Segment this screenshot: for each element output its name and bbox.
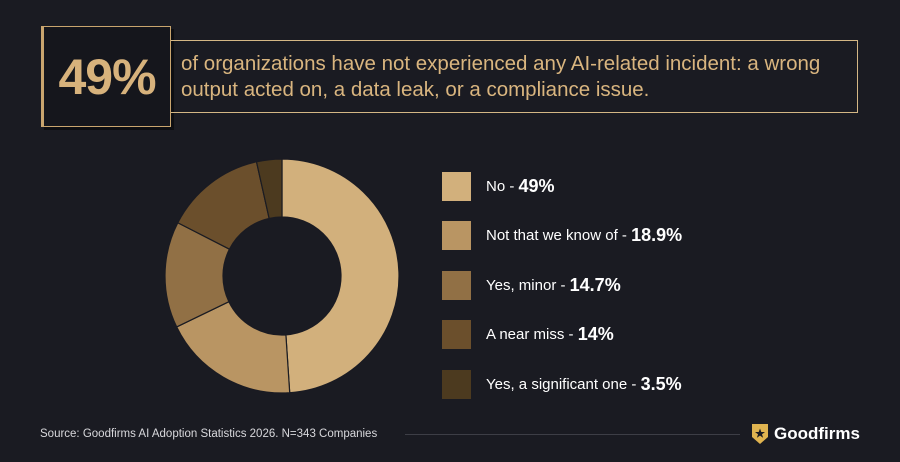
- legend-label: Yes, minor: [486, 276, 557, 294]
- donut-slice-4: [255, 158, 283, 220]
- legend-label: Yes, a significant one: [486, 375, 628, 393]
- legend-swatch: [442, 369, 471, 399]
- legend-label: A near miss: [486, 326, 565, 343]
- legend-value: 3.5%: [640, 373, 682, 394]
- footer-divider: [405, 434, 740, 435]
- legend-swatch: [442, 221, 471, 250]
- legend-separator: -: [564, 326, 578, 343]
- legend-separator: -: [505, 177, 519, 195]
- legend-separator: -: [617, 227, 632, 244]
- legend-item: Not that we know of - 18.9%: [442, 220, 682, 252]
- brand: Goodfirms: [751, 423, 860, 445]
- legend-value: 18.9%: [631, 225, 683, 245]
- brand-name: Goodfirms: [774, 424, 860, 443]
- goodfirms-shield-star-icon: [752, 424, 768, 444]
- chart-legend: No - 49% Not that we know of - 18.9% Yes, …: [442, 170, 682, 418]
- legend-swatch: [442, 171, 471, 201]
- highlight-stat-box: 49%: [41, 26, 171, 127]
- legend-item: No - 49%: [442, 170, 682, 202]
- legend-value: 14%: [577, 324, 614, 344]
- headline-text: of organizations have not experienced an…: [181, 52, 821, 101]
- legend-value: 14.7%: [569, 274, 621, 295]
- source-note: Source: Goodfirms AI Adoption Statistics…: [40, 428, 378, 440]
- legend-label: Not that we know of: [486, 227, 618, 244]
- donut-slice-0: [281, 158, 400, 394]
- legend-swatch: [442, 320, 471, 349]
- legend-value: 49%: [518, 175, 555, 196]
- legend-swatch: [442, 270, 471, 300]
- highlight-stat: 49%: [58, 48, 156, 105]
- legend-separator: -: [627, 375, 641, 393]
- headline-box: of organizations have not experienced an…: [171, 40, 858, 113]
- legend-label: No: [486, 177, 506, 195]
- legend-separator: -: [556, 276, 570, 294]
- legend-item: Yes, minor - 14.7%: [442, 269, 682, 301]
- donut-slice-1: [175, 300, 291, 394]
- legend-item: Yes, a significant one - 3.5%: [442, 368, 682, 400]
- legend-item: A near miss - 14%: [442, 319, 682, 351]
